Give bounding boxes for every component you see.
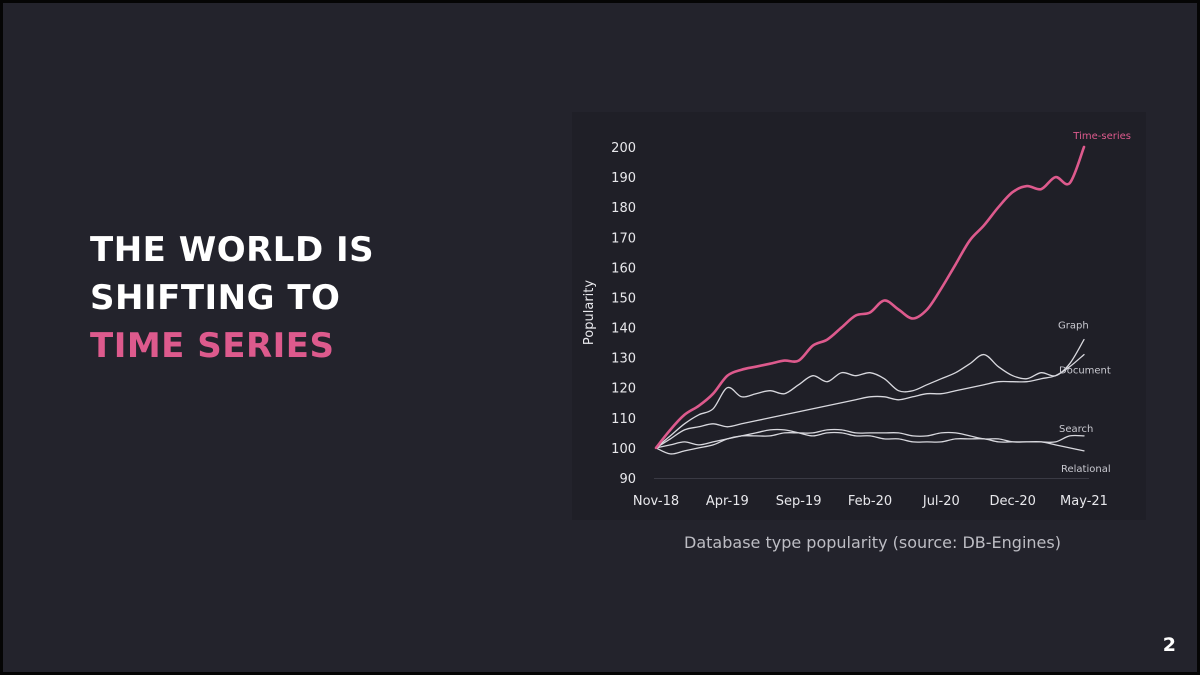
headline-line-1: THE WORLD IS: [90, 230, 375, 270]
y-tick-label: 180: [611, 201, 636, 216]
y-tick-label: 160: [611, 261, 636, 276]
y-tick-label: 170: [611, 231, 636, 246]
y-tick-label: 110: [611, 412, 636, 427]
series-label-graph: Graph: [1058, 321, 1089, 332]
slide-headline: THE WORLD IS SHIFTING TO TIME SERIES: [90, 226, 374, 370]
x-tick-label: Apr-19: [706, 494, 749, 509]
headline-line-3: TIME SERIES: [90, 326, 335, 366]
x-tick-label: Sep-19: [776, 494, 822, 509]
y-axis-title: Popularity: [582, 280, 597, 345]
series-line-relational: [655, 428, 1085, 452]
x-axis-ticks: Nov-18 Apr-19 Sep-19 Feb-20 Jul-20 Dec-20 May-…: [633, 494, 1108, 509]
popularity-line-chart: 90 100 110 120 130 140 150 160 170 180 190 200 Nov-…: [582, 131, 1131, 509]
x-tick-label: May-21: [1060, 494, 1108, 509]
series-label-document: Document: [1059, 366, 1111, 377]
series-label-search: Search: [1059, 424, 1093, 435]
series-labels: Time-series Graph Document Search Relational: [1058, 131, 1131, 475]
series-line-document: [655, 353, 1085, 449]
page-number: 2: [1162, 634, 1176, 656]
x-tick-label: Nov-18: [633, 494, 679, 509]
x-tick-label: Jul-20: [922, 494, 960, 509]
y-axis-ticks: 90 100 110 120 130 140 150 160 170 180 190 200: [611, 141, 1089, 487]
y-tick-label: 200: [611, 141, 636, 156]
series-label-relational: Relational: [1061, 464, 1111, 475]
y-tick-label: 120: [611, 382, 636, 397]
y-tick-label: 150: [611, 291, 636, 306]
series-line-graph: [655, 338, 1085, 449]
series-lines: [654, 145, 1086, 455]
headline-line-2: SHIFTING TO: [90, 278, 341, 318]
y-tick-label: 100: [611, 442, 636, 457]
y-tick-label: 90: [619, 472, 636, 487]
x-tick-label: Feb-20: [848, 494, 892, 509]
series-line-time-series: [654, 145, 1086, 450]
y-tick-label: 140: [611, 322, 636, 337]
series-label-time-series: Time-series: [1072, 131, 1131, 142]
y-tick-label: 130: [611, 352, 636, 367]
chart-caption: Database type popularity (source: DB-Eng…: [684, 533, 1061, 552]
y-tick-label: 190: [611, 171, 636, 186]
x-tick-label: Dec-20: [989, 494, 1035, 509]
